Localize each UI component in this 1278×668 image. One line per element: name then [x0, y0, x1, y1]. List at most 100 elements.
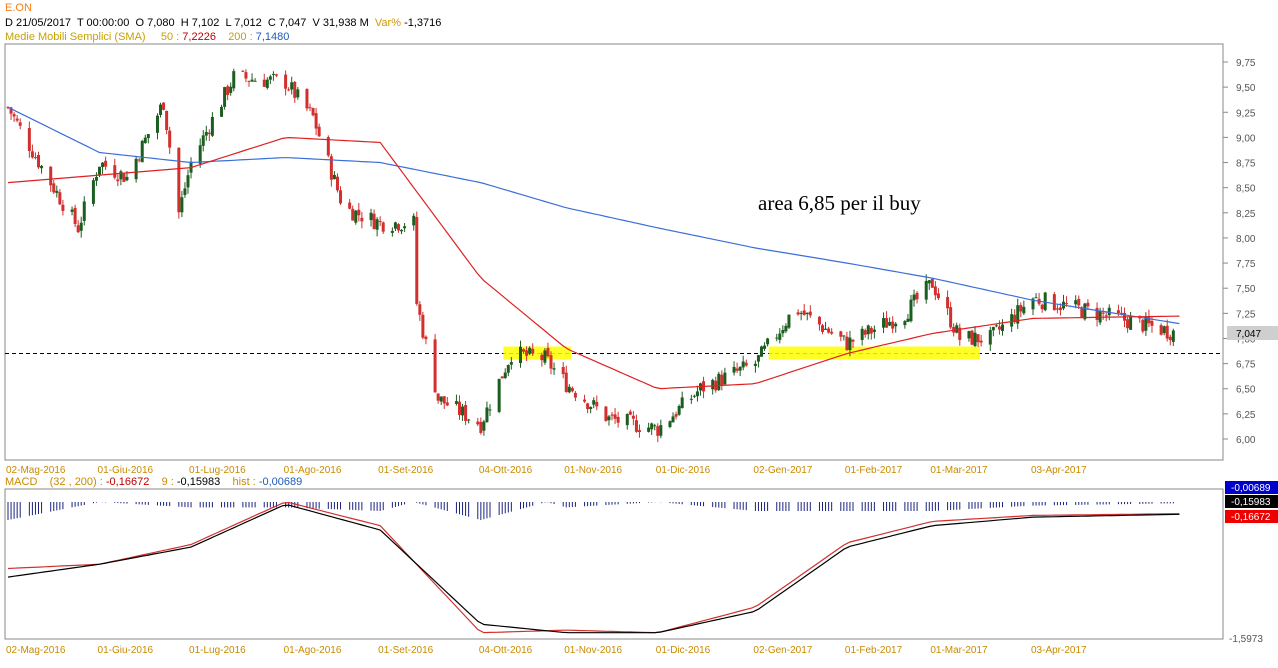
candle-body [223, 87, 227, 107]
candle-body [711, 379, 715, 390]
candle-body [369, 212, 373, 221]
price-y-axis: 9,75 9,50 9,25 9,00 8,75 8,50 8,25 8,00 7,75 7,50… [1223, 58, 1256, 446]
candle-body [909, 299, 913, 322]
y-tick-label: 7,25 [1236, 309, 1256, 320]
candle-body [162, 102, 166, 110]
candle-body [851, 339, 855, 342]
last-price-label: 7,047 [1236, 329, 1261, 340]
sma200-label: 200 : [228, 31, 253, 43]
candle-body [936, 293, 940, 299]
sma-readout: Medie Mobili Semplici (SMA) 50 : 7,2226 … [5, 31, 289, 43]
signal-value: -0,15983 [176, 476, 221, 488]
candle-body [607, 416, 611, 421]
candle-body [808, 311, 812, 316]
candle-body [625, 413, 629, 426]
candle-body [1058, 307, 1062, 311]
candle-body [647, 427, 651, 432]
candle-body [314, 113, 318, 129]
candle-body [1165, 325, 1169, 339]
candle-body [393, 222, 397, 229]
candle-body [400, 229, 404, 232]
candle-body [827, 328, 831, 333]
signal-line [7, 501, 1180, 634]
candle-body [653, 425, 657, 427]
candle-body [802, 310, 806, 315]
x-tick-label: 01-Set-2016 [378, 645, 433, 656]
candle-body [329, 156, 333, 180]
candle-body [104, 160, 108, 167]
candle-body [845, 336, 849, 351]
candle-body [274, 74, 278, 76]
candle-body [738, 366, 742, 371]
candle-body [140, 140, 144, 163]
sma200-value: 7,1480 [255, 31, 290, 43]
candle-body [848, 337, 852, 351]
moving-average-layer [7, 106, 1180, 390]
candle-body [168, 130, 172, 148]
signal-label: 9 : [161, 476, 174, 488]
candle-body [1150, 321, 1154, 326]
candle-body [766, 338, 770, 345]
candle-body [308, 107, 312, 109]
candle-body [564, 372, 568, 392]
candle-body [1074, 300, 1078, 305]
y-tick-label: 9,75 [1236, 58, 1256, 69]
candle-body [775, 337, 779, 339]
candle-body [137, 159, 141, 161]
price-panel-frame [4, 43, 1224, 461]
sma50-value: 7,2226 [182, 31, 216, 43]
candle-body [1031, 298, 1035, 310]
candle-body [183, 188, 187, 195]
candle-body [360, 217, 364, 222]
candle-body [204, 131, 208, 136]
candle-body [1019, 305, 1023, 312]
candle-body [1141, 319, 1145, 332]
candle-body [134, 158, 138, 180]
candle-body [210, 116, 214, 136]
candle-body [778, 333, 782, 340]
candle-body [509, 362, 513, 365]
candle-body [741, 361, 745, 368]
candle-body [357, 209, 361, 216]
macd-line [7, 504, 1180, 634]
candle-body [991, 326, 995, 331]
candle-body [979, 340, 983, 343]
x-tick-label: 01-Set-2016 [378, 465, 433, 476]
y-tick-label: 9,00 [1236, 133, 1256, 144]
y-tick-label: 6,00 [1236, 435, 1256, 446]
x-tick-label: 04-Ott-2016 [479, 645, 533, 656]
candle-body [1010, 314, 1014, 327]
candle-body [1034, 297, 1038, 299]
candle-body [244, 72, 248, 79]
price-x-axis: 02-Mag-2016 01-Giu-2016 01-Lug-2016 01-Ago-… [6, 465, 1087, 476]
candle-body [37, 154, 41, 168]
macd-x-axis: 02-Mag-2016 01-Giu-2016 01-Lug-2016 01-Ago-… [6, 645, 1087, 656]
candle-body [1086, 302, 1090, 307]
candle-body [866, 325, 870, 335]
candle-body [839, 331, 843, 337]
candle-body [549, 355, 553, 369]
y-tick-label: 8,25 [1236, 209, 1256, 220]
x-tick-label: 01-Giu-2016 [98, 465, 154, 476]
candle-body [201, 135, 205, 146]
candle-body [674, 414, 678, 417]
candle-body [933, 286, 937, 296]
candle-body [677, 405, 681, 415]
candle-body [354, 210, 358, 223]
candle-body [842, 335, 846, 337]
candle-body [1016, 305, 1020, 324]
candle-body [784, 325, 788, 332]
candle-body [522, 349, 526, 352]
candle-body [885, 318, 889, 328]
hist-label: hist : [232, 476, 256, 488]
candle-body [888, 321, 892, 326]
candle-body [82, 201, 86, 221]
candle-body [73, 207, 77, 224]
x-tick-label: 02-Mag-2016 [6, 465, 66, 476]
candle-body [1171, 330, 1175, 342]
candle-body [58, 192, 62, 205]
candle-body [305, 89, 309, 109]
candle-body [595, 401, 599, 407]
candle-body [781, 330, 785, 334]
